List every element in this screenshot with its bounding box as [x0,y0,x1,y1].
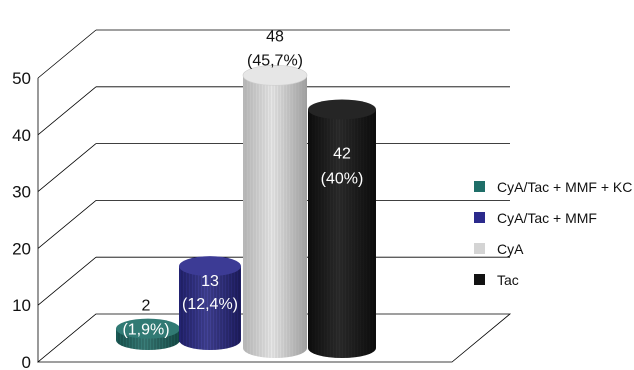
y-tick-label: 0 [22,353,31,370]
bar-2 [179,256,241,350]
bar-top [308,99,376,120]
data-label-percent: (40%) [321,170,364,187]
bar-body [308,109,376,358]
grid-diagonal [37,86,97,136]
legend-item: CyA [474,233,632,264]
y-tick-label: 50 [12,69,31,88]
data-label-percent: (12,4%) [182,296,238,313]
legend-item: Tac [474,264,632,295]
y-tick-label: 40 [12,126,31,145]
chart-legend: CyA/Tac + MMF + KC CyA/Tac + MMF CyA Tac [474,171,632,295]
data-label-value: 2 [142,298,151,315]
grid-diagonal [37,200,97,249]
y-axis-ticks: 0 10 20 30 40 50 [12,69,31,370]
grid-diagonal [37,256,97,306]
bar-top [243,65,307,86]
bar-4 [308,99,376,358]
y-tick-label: 10 [12,296,31,315]
legend-swatch [474,243,485,254]
bar-top [116,318,180,339]
data-label-percent: (1,9%) [122,322,169,339]
legend-item: CyA/Tac + MMF + KC [474,171,632,202]
legend-swatch [474,274,485,285]
chart-data-labels: 2 (1,9%) 13 (12,4%) 48 (45,7%) 42 (40%) [122,28,363,338]
legend-label: CyA/Tac + MMF + KC [497,178,633,195]
data-label-value: 42 [333,145,351,162]
legend-item: CyA/Tac + MMF [474,202,632,233]
bar-top [179,256,241,277]
bar-body [243,75,307,359]
y-tick-label: 30 [12,183,31,202]
bar-top-outline [242,65,308,86]
data-label-value: 13 [201,273,219,290]
bar-1 [116,318,180,350]
chart-bars [116,65,376,359]
legend-swatch [474,181,485,192]
grid-diagonal [37,29,97,79]
bar-body [179,266,241,350]
data-label-value: 48 [266,28,284,45]
y-tick-label: 20 [12,239,31,258]
grid-diagonal [37,143,97,192]
legend-swatch [474,212,485,223]
data-label-percent: (45,7%) [247,52,303,69]
legend-label: Tac [497,271,519,288]
legend-label: CyA [497,240,524,257]
legend-label: CyA/Tac + MMF [497,209,597,226]
bar-3 [242,65,308,359]
